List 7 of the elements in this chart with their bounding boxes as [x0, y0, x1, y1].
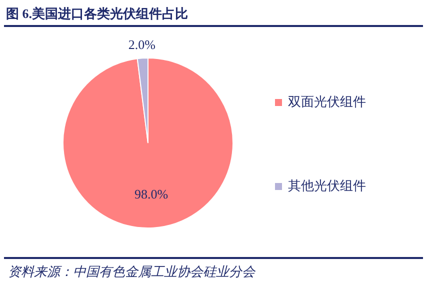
pie-slice	[62, 58, 234, 228]
legend-label: 双面光伏组件	[288, 94, 366, 109]
chart-title: 图 6.美国进口各类光伏组件占比	[6, 6, 188, 21]
text: 资料来源：中国有色金属工业协会硅业分会	[8, 264, 256, 279]
legend-label: 其他光伏组件	[288, 178, 366, 193]
data-label: 2.0%	[128, 37, 156, 52]
data-label: 98.0%	[134, 186, 168, 202]
